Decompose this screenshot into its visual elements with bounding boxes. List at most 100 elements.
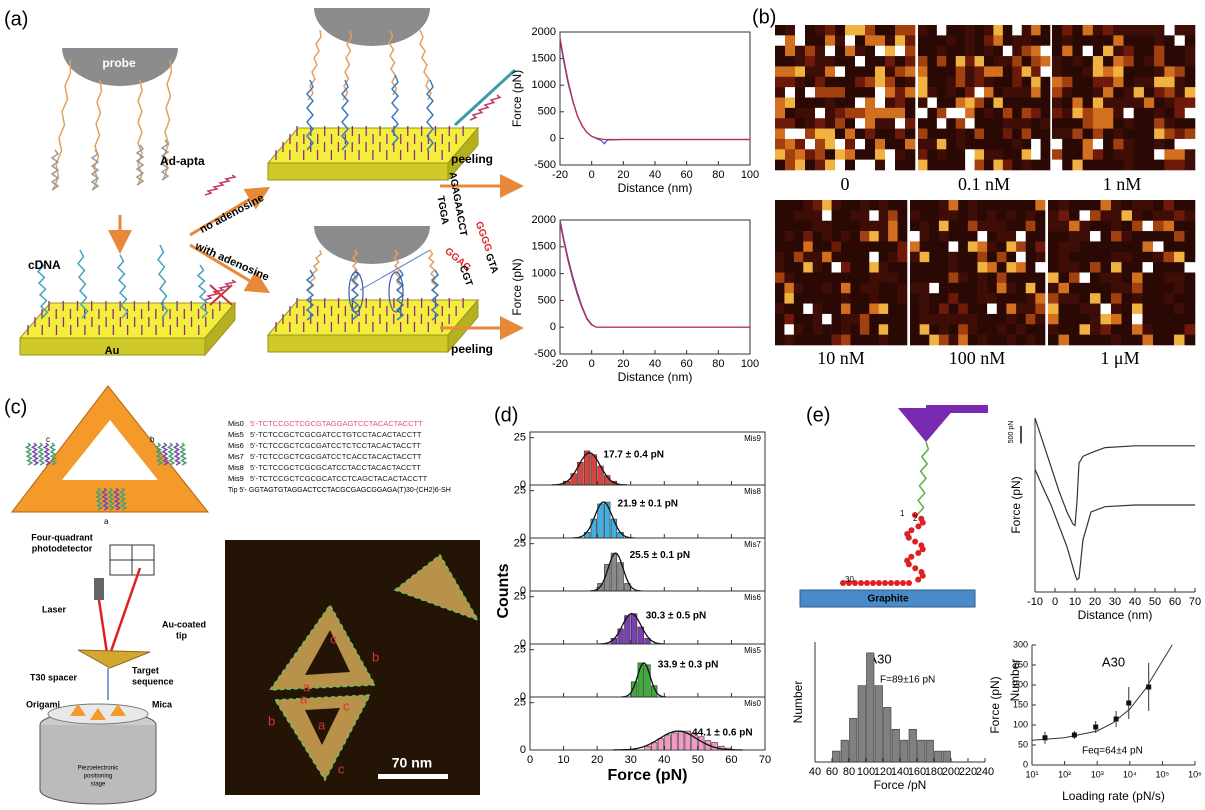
shape (958, 272, 969, 284)
shape (1163, 303, 1175, 315)
y-axis-label: Counts (495, 563, 512, 618)
shape (391, 74, 399, 146)
shape (784, 231, 795, 242)
shape (938, 200, 949, 211)
shape (815, 87, 826, 98)
shape (918, 45, 928, 57)
x-axis-label: Distance (nm) (1078, 608, 1153, 622)
histogram-bar (883, 707, 892, 763)
shape (897, 220, 908, 232)
x-tick-label: 60 (1169, 596, 1181, 608)
shape (1082, 149, 1094, 160)
shape (865, 107, 876, 119)
shape (831, 231, 842, 242)
panel-name: Mis8 (744, 487, 761, 496)
setup-label: photodetector (32, 543, 93, 553)
shape (845, 128, 856, 140)
shape (1123, 138, 1135, 150)
shape (1040, 25, 1051, 36)
shape (1048, 282, 1059, 294)
shape (1006, 210, 1017, 222)
shape (822, 334, 832, 346)
shape (785, 159, 796, 171)
shape (919, 546, 926, 553)
shape (845, 25, 856, 36)
shape (92, 79, 103, 191)
shape (1052, 66, 1063, 78)
shape (1006, 282, 1017, 294)
shape (1100, 313, 1112, 325)
shape (831, 200, 842, 211)
shape (1052, 128, 1063, 140)
shape (785, 138, 796, 150)
shape (885, 138, 896, 150)
shape (1163, 334, 1175, 346)
shape (927, 159, 938, 171)
shape (1163, 251, 1175, 263)
shape (1164, 56, 1175, 67)
shape (1012, 25, 1023, 36)
shape (958, 220, 969, 232)
shape (1025, 231, 1036, 242)
shape (895, 128, 906, 140)
shape (882, 580, 888, 586)
shape (850, 241, 861, 253)
shape (1154, 118, 1165, 129)
shape (996, 334, 1007, 346)
shape (1132, 262, 1143, 273)
sequence: 5'-TCTCCGCTCGCGCATCCTACCTACACTACCTT (250, 463, 421, 472)
shape (965, 35, 975, 47)
shape (1062, 97, 1073, 109)
shape (1121, 200, 1133, 211)
shape (831, 293, 842, 304)
shape (927, 107, 938, 119)
shape (927, 76, 938, 88)
plot-frame (559, 219, 751, 355)
origami-label: b (150, 435, 155, 444)
y-tick-label: 0 (520, 744, 526, 756)
shape (775, 87, 786, 98)
shape (1184, 272, 1196, 284)
shape (1121, 293, 1133, 304)
shape (815, 97, 826, 109)
shape (825, 66, 836, 78)
y-axis-label: Number (791, 681, 805, 724)
x-tick-label: 40 (658, 754, 670, 766)
shape (938, 334, 949, 346)
shape (805, 149, 816, 160)
shape (910, 251, 920, 263)
shape (1002, 25, 1013, 36)
shape (1153, 200, 1164, 211)
shape (984, 97, 994, 109)
shape (825, 159, 836, 171)
shape (1016, 231, 1027, 242)
shape (965, 138, 975, 150)
shape (1163, 272, 1175, 284)
shape (831, 220, 842, 232)
shape (1016, 324, 1027, 335)
x-axis-label: Distance (nm) (618, 370, 693, 384)
shape (993, 25, 1004, 36)
shape (905, 561, 912, 568)
shape (1184, 210, 1196, 222)
shape (850, 220, 861, 232)
setup-label: Au-coated (162, 619, 206, 629)
shape (965, 66, 975, 78)
shape (1111, 210, 1122, 222)
shape (965, 45, 975, 57)
shape (775, 56, 786, 67)
shape (812, 324, 823, 335)
shape (1072, 76, 1083, 88)
shape (1031, 97, 1041, 109)
shape (1092, 25, 1104, 36)
shape (929, 241, 940, 253)
shape (1121, 220, 1133, 232)
shape (1052, 118, 1063, 129)
shape (996, 231, 1007, 242)
shape (855, 87, 866, 98)
x-tick-label: 20 (1089, 596, 1101, 608)
shape (859, 282, 870, 294)
shape (1153, 262, 1164, 273)
shape (775, 76, 786, 88)
shape (1174, 25, 1186, 36)
